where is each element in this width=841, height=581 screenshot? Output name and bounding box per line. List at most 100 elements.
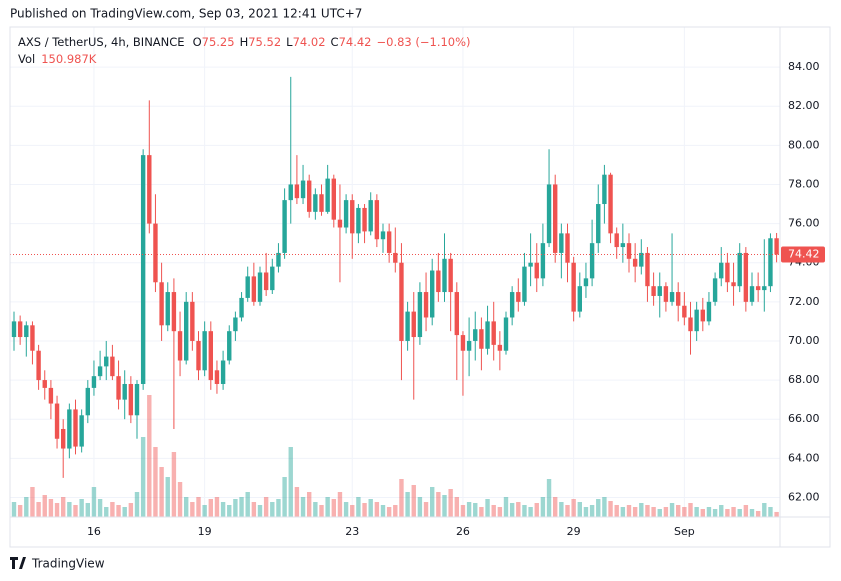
volume-bar — [91, 487, 97, 517]
candle-body — [184, 301, 189, 361]
candle-body — [110, 356, 115, 377]
footer-brand: TradingView — [31, 557, 105, 571]
candle-body — [386, 231, 392, 253]
volume-bar — [116, 505, 121, 517]
y-tick-label: 72.00 — [788, 295, 820, 308]
candle-body — [589, 243, 595, 279]
volume-bar — [731, 507, 736, 517]
volume-bar — [393, 505, 398, 517]
y-tick-label: 78.00 — [788, 177, 820, 190]
candle-body — [743, 252, 749, 302]
candle-body — [485, 321, 490, 349]
volume-bar — [491, 505, 496, 517]
volume-bar — [577, 502, 582, 517]
candle-body — [208, 331, 213, 381]
symbol: AXS / TetherUS, 4h, BINANCE — [18, 35, 185, 49]
volume-bar — [147, 395, 152, 517]
volume-bar — [651, 507, 656, 517]
low-value: 74.02 — [293, 35, 326, 49]
volume-legend: Vol 150.987K — [18, 52, 97, 66]
volume-bar — [522, 505, 527, 517]
candle-body — [270, 266, 275, 291]
volume-bar — [122, 507, 127, 517]
candle-body — [639, 252, 644, 267]
y-tick-label: 80.00 — [788, 138, 820, 151]
volume-bar — [768, 507, 773, 517]
candle-body — [676, 292, 681, 306]
volume-bar — [251, 502, 257, 517]
volume-bar — [134, 492, 140, 517]
volume-bar — [282, 477, 287, 517]
volume-bar — [208, 499, 213, 517]
volume-bar — [337, 492, 343, 517]
y-tick-label: 76.00 — [788, 217, 820, 230]
candle-body — [147, 155, 152, 224]
volume-bar — [61, 497, 66, 517]
volume-bar — [743, 505, 749, 517]
candle-body — [97, 366, 103, 377]
volume-bar — [762, 503, 767, 517]
volume-bar — [676, 505, 681, 517]
candle-body — [473, 329, 478, 341]
volume-bar — [626, 505, 632, 517]
y-tick-label: 66.00 — [788, 412, 820, 425]
candle-body — [356, 207, 361, 234]
volume-bar — [516, 502, 521, 517]
volume-bar — [73, 505, 78, 517]
open-letter: O — [193, 35, 202, 49]
candle-body — [196, 340, 201, 371]
candle-body — [620, 243, 626, 248]
volume-bar — [165, 477, 170, 517]
x-tick-label: 29 — [567, 525, 581, 538]
volume-bar — [350, 505, 355, 517]
volume-bar — [30, 487, 35, 517]
candle-body — [294, 184, 300, 199]
volume-bar — [546, 479, 552, 517]
candle-body — [737, 252, 742, 287]
candle-body — [509, 292, 515, 318]
candle-body — [202, 331, 207, 371]
volume-bar — [54, 503, 60, 517]
candle-body — [546, 184, 552, 244]
candle-body — [48, 387, 54, 404]
open-value: 75.25 — [202, 35, 235, 49]
candle-body — [688, 317, 693, 332]
candle-body — [343, 200, 349, 228]
candle-body — [54, 403, 60, 439]
volume-bar — [319, 505, 324, 517]
candle-body — [263, 272, 269, 291]
candle-body — [522, 266, 527, 302]
candle-body — [762, 286, 767, 291]
volume-bar — [177, 482, 183, 517]
volume-bar — [386, 507, 392, 517]
logo-icon — [10, 557, 26, 569]
volume-bar — [688, 503, 693, 517]
volume-bar — [128, 503, 134, 517]
candle-body — [380, 231, 386, 240]
candle-body — [516, 292, 521, 302]
candle-body — [313, 194, 318, 212]
candle-body — [571, 262, 576, 312]
volume-bar — [288, 447, 293, 517]
volume-bar — [706, 507, 712, 517]
candle-body — [749, 286, 755, 302]
volume-bar — [448, 489, 453, 517]
candle-body — [153, 223, 158, 283]
volume-bar — [503, 497, 509, 517]
y-tick-label: 62.00 — [788, 490, 820, 503]
candle-body — [42, 380, 47, 388]
candle-body — [282, 200, 287, 253]
candle-body — [442, 258, 447, 293]
volume-bar — [245, 492, 250, 517]
candle-body — [325, 178, 330, 212]
candle-body — [288, 184, 293, 201]
candle-body — [663, 286, 669, 302]
candle-body — [460, 335, 466, 351]
last-price-badge — [781, 246, 825, 263]
candle-body — [559, 233, 564, 253]
volume-bar — [270, 502, 275, 517]
volume-value: 150.987K — [41, 52, 97, 66]
chart-frame — [9, 26, 831, 548]
candle-body — [497, 344, 503, 351]
tradingview-logo: TradingView — [10, 557, 105, 571]
